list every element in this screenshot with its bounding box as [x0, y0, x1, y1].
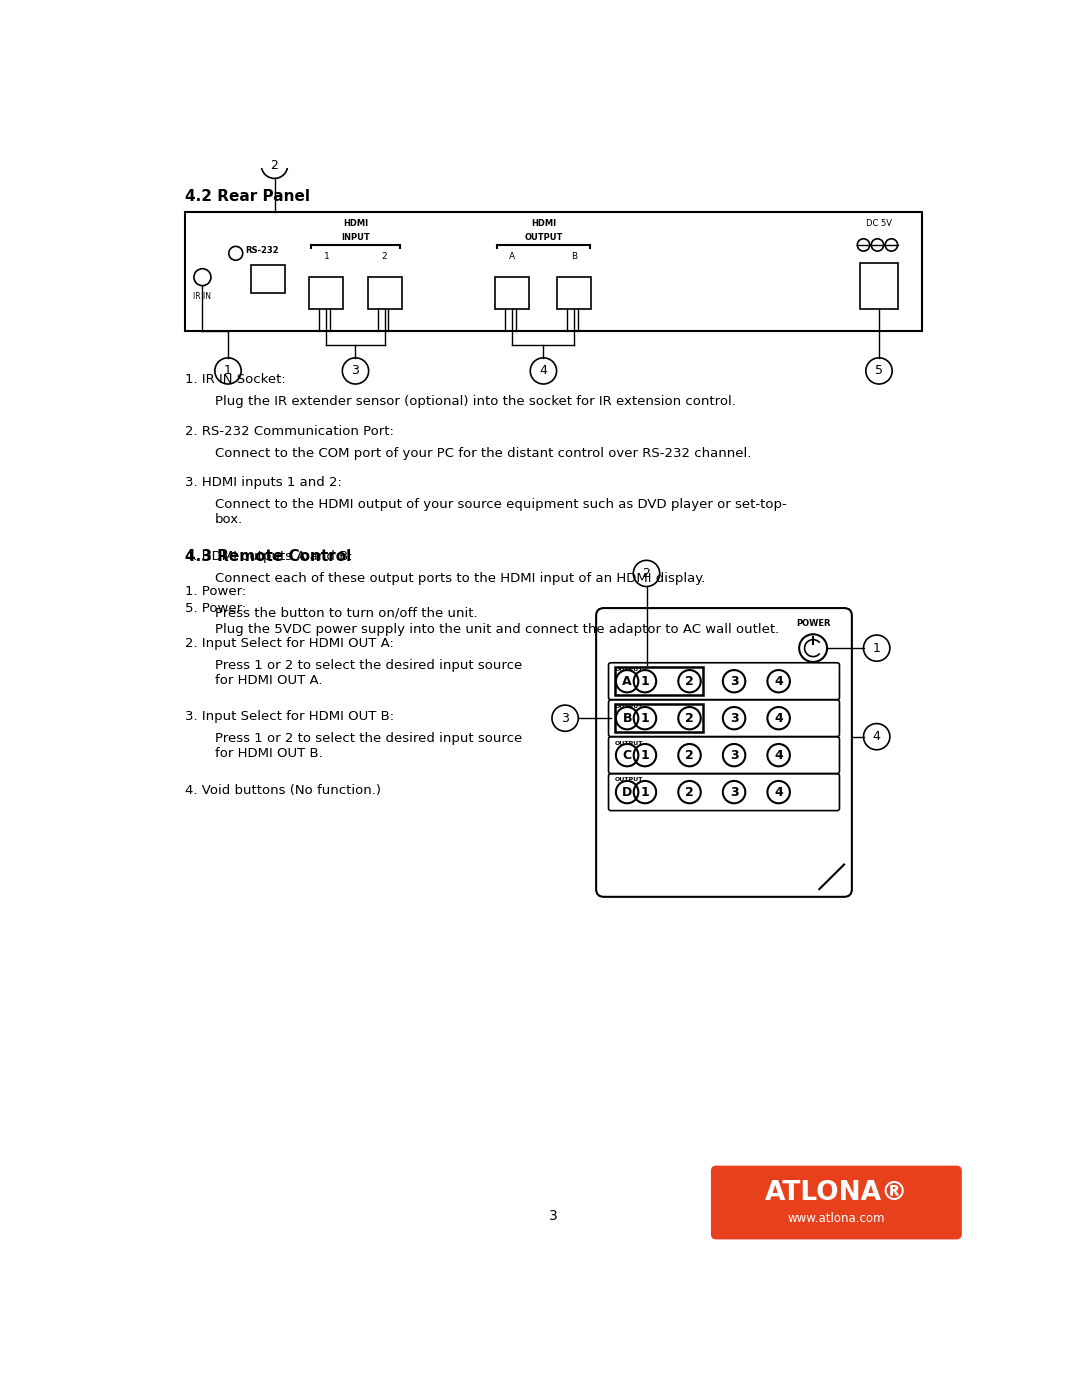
Text: C: C [622, 749, 632, 761]
Text: D: D [622, 785, 632, 799]
Text: 4.3 Remote Control: 4.3 Remote Control [186, 549, 352, 564]
Text: HDMI: HDMI [343, 219, 368, 228]
Text: OUTPUT: OUTPUT [615, 778, 643, 782]
Text: 3. Input Select for HDMI OUT B:: 3. Input Select for HDMI OUT B: [186, 710, 394, 724]
Text: Plug the 5VDC power supply into the unit and connect the adaptor to AC wall outl: Plug the 5VDC power supply into the unit… [215, 623, 779, 637]
Text: Connect each of these output ports to the HDMI input of an HDMI display.: Connect each of these output ports to th… [215, 571, 705, 585]
Text: 4: 4 [873, 731, 880, 743]
Bar [496, 277, 529, 309]
Text: 1. Power:: 1. Power: [186, 585, 246, 598]
Text: 2: 2 [685, 675, 693, 687]
Text: 4: 4 [774, 711, 783, 725]
Text: 5: 5 [875, 365, 883, 377]
Text: POWER: POWER [796, 619, 831, 629]
Text: 1: 1 [640, 749, 649, 761]
Text: Press 1 or 2 to select the desired input source
for HDMI OUT B.: Press 1 or 2 to select the desired input… [215, 732, 522, 760]
Text: 4. Void buttons (No function.): 4. Void buttons (No function.) [186, 784, 381, 796]
Text: 3: 3 [352, 365, 360, 377]
Text: 3. HDMI inputs 1 and 2:: 3. HDMI inputs 1 and 2: [186, 476, 342, 489]
Text: 3: 3 [730, 785, 739, 799]
Text: Connect to the HDMI output of your source equipment such as DVD player or set-to: Connect to the HDMI output of your sourc… [215, 499, 786, 527]
Text: HDMI: HDMI [531, 219, 556, 228]
Text: B: B [571, 253, 578, 261]
Text: 4.2 Rear Panel: 4.2 Rear Panel [186, 189, 310, 204]
Text: 1. IR IN Socket:: 1. IR IN Socket: [186, 373, 286, 386]
Text: 4: 4 [774, 785, 783, 799]
Text: 2: 2 [685, 749, 693, 761]
Text: 4: 4 [774, 675, 783, 687]
Polygon shape [820, 865, 845, 888]
Text: OUTPUT: OUTPUT [615, 740, 643, 746]
Text: 3: 3 [730, 675, 739, 687]
Text: OUTPUT: OUTPUT [524, 233, 563, 242]
Bar [860, 263, 899, 309]
Text: 2: 2 [685, 785, 693, 799]
Bar [615, 704, 703, 732]
Text: 4. HDMI outputs A and B:: 4. HDMI outputs A and B: [186, 550, 353, 563]
Bar [557, 277, 592, 309]
Text: 2: 2 [643, 567, 650, 580]
Text: Press 1 or 2 to select the desired input source
for HDMI OUT A.: Press 1 or 2 to select the desired input… [215, 658, 522, 686]
Text: 1: 1 [640, 711, 649, 725]
Text: 3: 3 [562, 711, 569, 725]
Bar [309, 277, 343, 309]
Text: IR IN: IR IN [193, 292, 212, 300]
Text: 4: 4 [774, 749, 783, 761]
Text: 2: 2 [271, 159, 279, 172]
Text: 1: 1 [640, 675, 649, 687]
Text: INPUT: INPUT [341, 233, 369, 242]
Text: 2: 2 [685, 711, 693, 725]
Text: Press the button to turn on/off the unit.: Press the button to turn on/off the unit… [215, 606, 477, 620]
Text: 3: 3 [730, 749, 739, 761]
Text: 1: 1 [324, 253, 329, 261]
Text: OUTPUT: OUTPUT [615, 666, 643, 672]
Text: A: A [510, 253, 515, 261]
Text: 5. Power:: 5. Power: [186, 602, 246, 615]
Text: 2: 2 [381, 253, 388, 261]
Text: DC 5V: DC 5V [866, 219, 892, 228]
FancyBboxPatch shape [712, 1166, 961, 1239]
Text: 3: 3 [549, 1210, 558, 1224]
Text: 3: 3 [730, 711, 739, 725]
Text: ATLONA®: ATLONA® [765, 1180, 908, 1206]
Text: 1: 1 [873, 641, 880, 655]
Text: Connect to the COM port of your PC for the distant control over RS-232 channel.: Connect to the COM port of your PC for t… [215, 447, 752, 460]
Bar [252, 265, 285, 293]
Bar [186, 211, 921, 331]
Text: 1: 1 [224, 365, 232, 377]
Text: A: A [622, 675, 632, 687]
Text: 4: 4 [540, 365, 548, 377]
Text: 2. Input Select for HDMI OUT A:: 2. Input Select for HDMI OUT A: [186, 637, 394, 650]
Text: RS-232: RS-232 [245, 246, 279, 256]
Text: 1: 1 [640, 785, 649, 799]
Text: 2. RS-232 Communication Port:: 2. RS-232 Communication Port: [186, 425, 394, 437]
Text: www.atlona.com: www.atlona.com [787, 1213, 886, 1225]
Text: OUTPUT: OUTPUT [615, 704, 643, 708]
Text: B: B [622, 711, 632, 725]
Bar [615, 668, 703, 696]
Bar [367, 277, 402, 309]
Text: Plug the IR extender sensor (optional) into the socket for IR extension control.: Plug the IR extender sensor (optional) i… [215, 395, 735, 408]
